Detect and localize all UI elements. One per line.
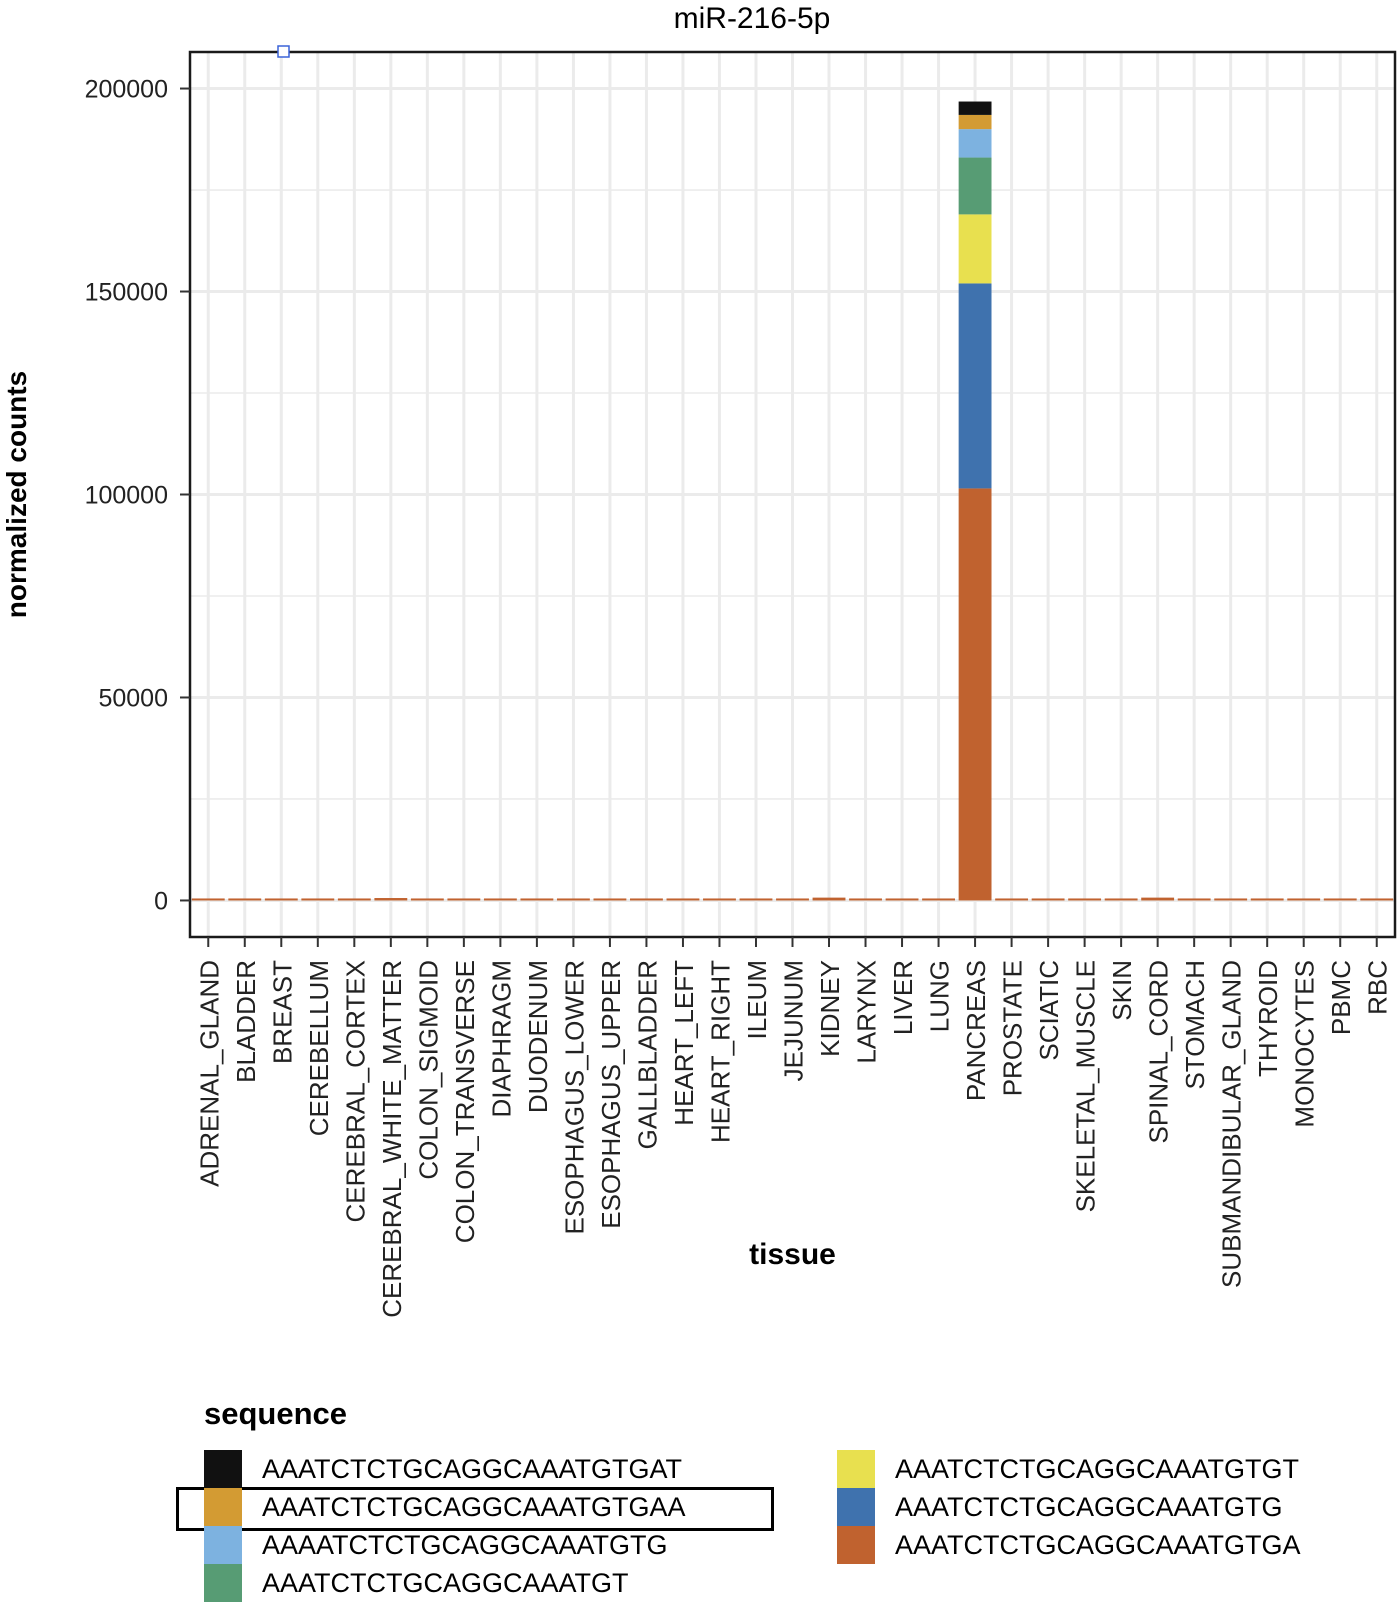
x-tick-label: KIDNEY — [815, 960, 845, 1057]
x-tick-label: THYROID — [1253, 960, 1283, 1077]
x-tick-label: PANCREAS — [961, 960, 991, 1101]
y-tick-label: 50000 — [98, 684, 168, 712]
small-marker-square — [277, 45, 290, 58]
y-tick-label: 100000 — [85, 482, 168, 510]
x-tick-label: LARYNX — [852, 960, 882, 1064]
bar-segment-heart-left — [666, 898, 700, 901]
x-tick-label: MONOCYTES — [1290, 960, 1320, 1128]
x-tick-label: COLON_TRANSVERSE — [450, 960, 480, 1243]
bar-segment-pancreas — [958, 157, 992, 215]
bar-segment-heart-right — [703, 898, 736, 901]
bar-segment-kidney — [812, 897, 846, 901]
bar-segment-lung — [922, 898, 955, 901]
x-tick-label: RBC — [1363, 960, 1393, 1015]
x-tick-label: CEREBELLUM — [304, 960, 334, 1136]
x-tick-label: STOMACH — [1180, 960, 1210, 1090]
bar-segment-esophagus-lower — [556, 898, 590, 901]
bar-segment-colon-transverse — [447, 898, 481, 901]
chart-title: miR-216-5p — [674, 2, 831, 35]
bar-segment-monocytes — [1287, 898, 1321, 901]
x-tick-label: ILEUM — [742, 960, 772, 1039]
bar-segment-pancreas — [958, 214, 992, 284]
bar-segment-pancreas — [958, 283, 992, 489]
x-tick-label: JEJUNUM — [779, 960, 809, 1081]
x-tick-label: HEART_RIGHT — [705, 960, 735, 1143]
bar-segment-pancreas — [958, 101, 992, 115]
bar-segment-breast — [264, 898, 298, 901]
bar-segment-thyroid — [1250, 898, 1284, 901]
x-tick-label: LIVER — [888, 960, 918, 1035]
grid-lines — [190, 52, 1395, 937]
x-tick-label: PBMC — [1326, 960, 1356, 1035]
bar-segment-ileum — [739, 898, 773, 901]
x-tick-label: COLON_SIGMOID — [413, 960, 443, 1180]
bar-segment-pancreas — [958, 488, 992, 901]
x-tick-label: ESOPHAGUS_UPPER — [596, 960, 626, 1229]
x-tick-label: LUNG — [925, 960, 955, 1032]
x-tick-label: SCIATIC — [1034, 960, 1064, 1061]
x-tick-label: BREAST — [267, 960, 297, 1064]
y-tick-label: 150000 — [85, 279, 168, 307]
bar-segment-pancreas — [958, 129, 992, 158]
y-axis-title: normalized counts — [1, 371, 32, 618]
bar-segment-sciatic — [1031, 898, 1065, 901]
bars — [191, 101, 1394, 901]
bar-segment-liver — [885, 898, 919, 901]
x-tick-label: ESOPHAGUS_LOWER — [559, 960, 589, 1235]
x-tick-label: DUODENUM — [523, 960, 553, 1113]
x-tick-label: PROSTATE — [998, 960, 1028, 1096]
x-tick-label: HEART_LEFT — [669, 960, 699, 1126]
bar-segment-esophagus-upper — [593, 898, 627, 901]
axes: 0 50000 100000 150000 200000 ADRENAL_GLAND BLA… — [85, 76, 1393, 1318]
x-tick-label: DIAPHRAGM — [486, 960, 516, 1117]
bar-segment-prostate — [995, 898, 1029, 901]
bar-segment-diaphragm — [483, 898, 517, 901]
bar-segment-bladder — [228, 898, 262, 901]
bar-segment-cerebral-cortex — [337, 898, 371, 901]
bar-segment-gallbladder — [630, 898, 663, 901]
bar-segment-spinal-cord — [1141, 897, 1175, 901]
x-tick-label: CEREBRAL_CORTEX — [340, 960, 370, 1223]
bar-segment-skin — [1104, 898, 1138, 901]
x-tick-label: SUBMANDIBULAR_GLAND — [1217, 960, 1247, 1288]
bar-segment-duodenum — [520, 898, 554, 901]
bar-segment-stomach — [1177, 898, 1211, 901]
x-tick-label: ADRENAL_GLAND — [194, 960, 224, 1187]
bar-segment-jejunum — [776, 898, 809, 901]
bar-segment-skeletal-muscle — [1068, 898, 1102, 901]
x-tick-label: SKIN — [1107, 960, 1137, 1021]
x-tick-label: GALLBLADDER — [632, 960, 662, 1149]
x-tick-label: SPINAL_CORD — [1144, 960, 1174, 1144]
x-tick-label: CEREBRAL_WHITE_MATTER — [377, 960, 407, 1318]
bar-segment-rbc — [1360, 898, 1394, 901]
bar-segment-colon-sigmoid — [410, 898, 444, 901]
y-tick-label: 0 — [154, 887, 168, 915]
x-tick-label: BLADDER — [231, 960, 261, 1083]
x-axis-title: tissue — [749, 1238, 836, 1271]
bar-segment-cerebellum — [301, 898, 335, 901]
bar-segment-pbmc — [1323, 898, 1357, 901]
y-tick-label: 200000 — [85, 76, 168, 104]
bar-segment-submandibular-gland — [1214, 898, 1248, 901]
x-tick-label: SKELETAL_MUSCLE — [1071, 960, 1101, 1212]
bar-segment-pancreas — [958, 114, 992, 130]
bar-segment-adrenal-gland — [191, 898, 225, 901]
bar-segment-cerebral-white-matter — [374, 898, 408, 901]
bar-segment-larynx — [849, 898, 882, 901]
